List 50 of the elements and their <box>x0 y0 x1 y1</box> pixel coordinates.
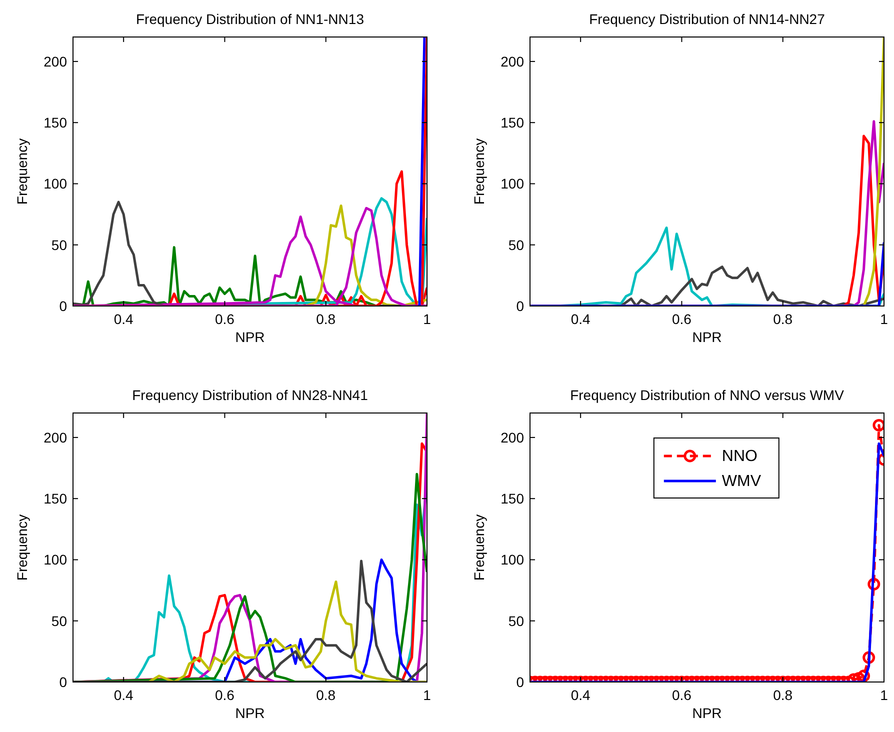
x-tick-label: 1 <box>423 311 432 327</box>
x-tick-label: 0.6 <box>214 687 235 703</box>
y-tick-label: 150 <box>44 114 68 131</box>
x-tick-label: 0.8 <box>773 687 793 703</box>
y-tick-label: 100 <box>44 552 68 568</box>
chart-title: Frequency Distribution of NN1-NN13 <box>136 11 364 27</box>
y-tick-label: 200 <box>500 429 524 446</box>
y-tick-label: 50 <box>51 612 68 629</box>
y-tick-label: 50 <box>508 612 524 629</box>
y-tick-label: 100 <box>44 176 68 192</box>
x-tick-label: 0.6 <box>672 311 692 327</box>
x-axis-title: NPR <box>235 705 265 721</box>
chart-title: Frequency Distribution of NN14-NN27 <box>589 11 826 27</box>
x-tick-label: 1 <box>423 687 432 703</box>
chart-title: Frequency Distribution of NNO versus WMV <box>570 387 845 403</box>
x-tick-label: 0.4 <box>570 311 591 327</box>
x-tick-label: 0.6 <box>672 687 692 703</box>
y-tick-label: 0 <box>59 298 68 314</box>
y-axis-title: Frequency <box>471 138 487 205</box>
y-tick-label: 200 <box>500 53 524 70</box>
y-axis-title: Frequency <box>14 514 30 581</box>
x-tick-label: 0.8 <box>773 311 793 327</box>
y-tick-label: 100 <box>500 176 524 192</box>
y-tick-label: 150 <box>500 490 524 507</box>
x-axis-title: NPR <box>692 705 722 721</box>
y-tick-label: 150 <box>44 490 68 507</box>
y-tick-label: 200 <box>44 429 68 446</box>
x-tick-label: 0.8 <box>316 311 336 327</box>
y-axis-title: Frequency <box>14 138 30 205</box>
y-tick-label: 0 <box>516 298 524 314</box>
legend-label: WMV <box>722 473 762 490</box>
y-tick-label: 50 <box>508 236 524 253</box>
x-tick-label: 0.4 <box>114 687 134 703</box>
x-axis-title: NPR <box>235 329 265 345</box>
chart-title: Frequency Distribution of NN28-NN41 <box>132 387 368 403</box>
y-tick-label: 0 <box>516 674 524 690</box>
x-tick-label: 0.4 <box>570 687 591 703</box>
y-axis-title: Frequency <box>471 514 487 581</box>
y-tick-label: 150 <box>500 114 524 131</box>
y-tick-label: 100 <box>500 552 524 568</box>
x-tick-label: 1 <box>880 311 888 327</box>
x-axis-title: NPR <box>692 329 722 345</box>
y-tick-label: 50 <box>51 236 68 253</box>
y-tick-label: 200 <box>44 53 68 70</box>
x-tick-label: 0.8 <box>316 687 336 703</box>
x-tick-label: 0.4 <box>114 311 134 327</box>
legend-label: NNO <box>722 448 758 465</box>
x-tick-label: 1 <box>880 687 888 703</box>
x-tick-label: 0.6 <box>214 311 235 327</box>
y-tick-label: 0 <box>59 674 68 690</box>
